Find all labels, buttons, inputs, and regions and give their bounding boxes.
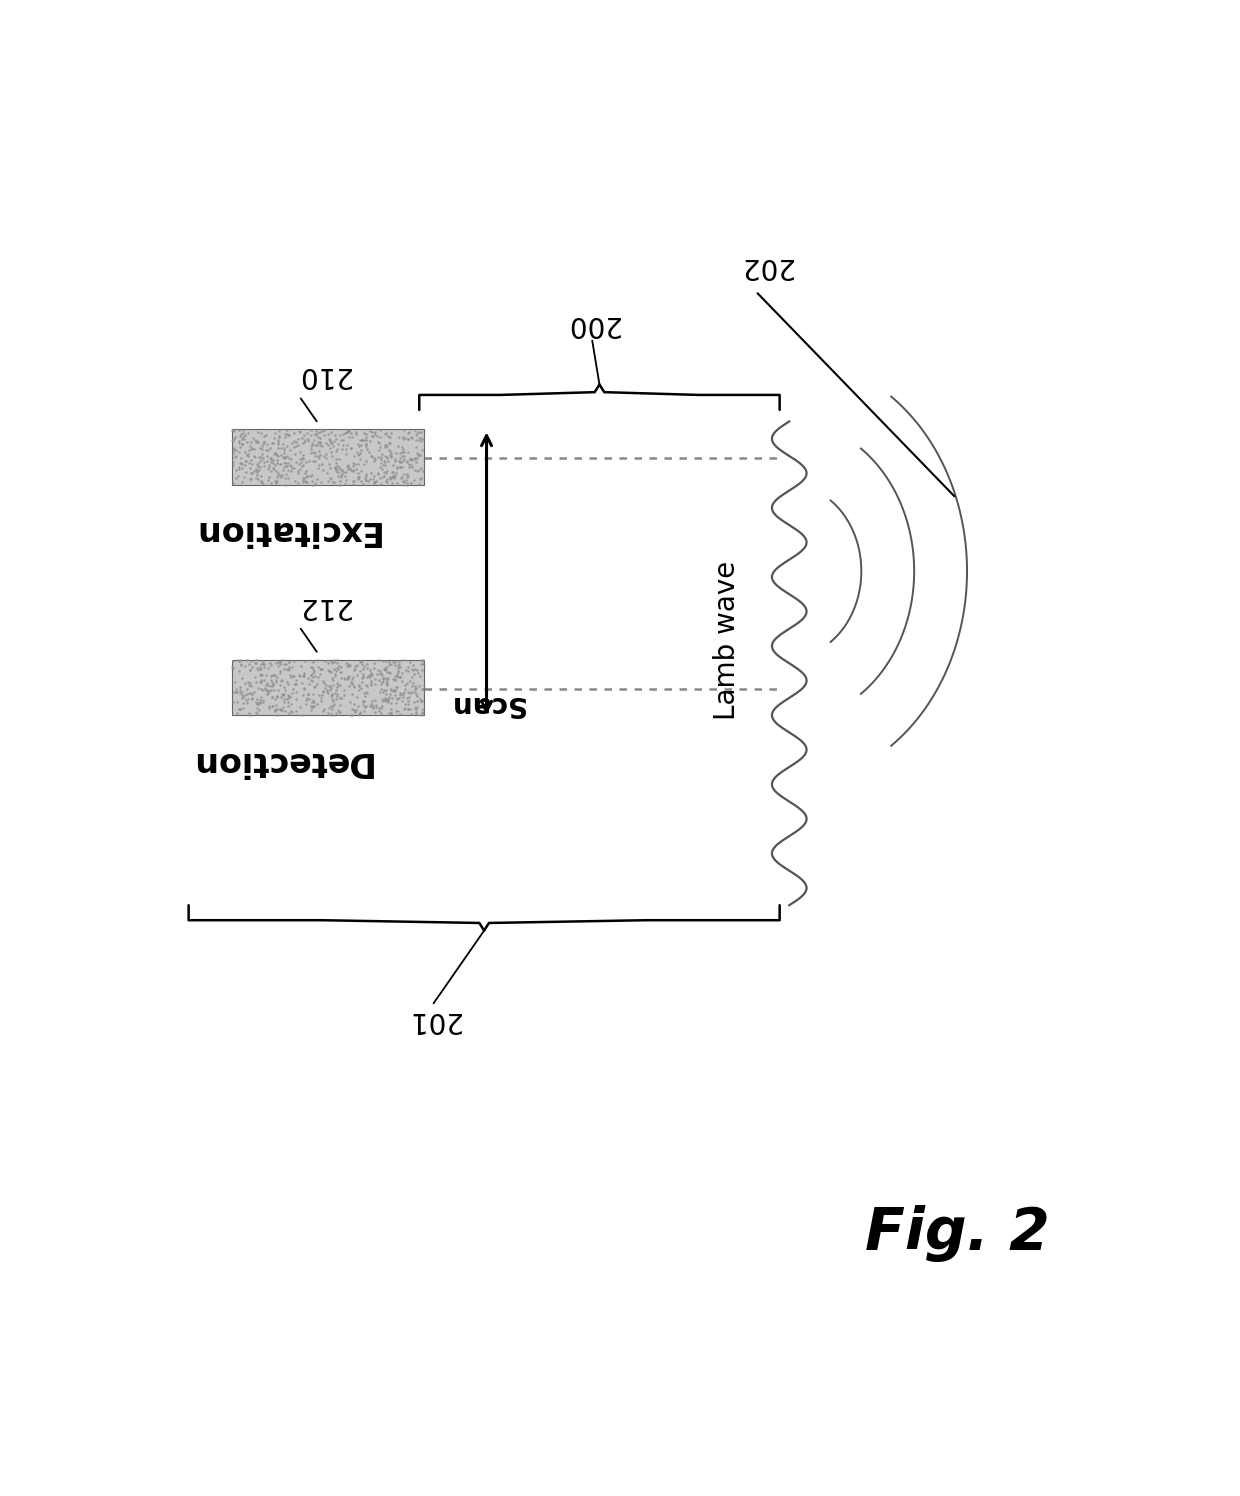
Text: 202: 202 (739, 251, 791, 280)
Text: Lamb wave: Lamb wave (713, 561, 740, 720)
Text: 212: 212 (296, 592, 350, 619)
Text: 200: 200 (565, 310, 619, 338)
Bar (232, 660, 424, 715)
Text: Fig. 2: Fig. 2 (866, 1204, 1050, 1263)
Text: Scan: Scan (449, 690, 525, 718)
Text: 210: 210 (296, 362, 350, 389)
Text: Detection: Detection (188, 745, 371, 778)
Text: 201: 201 (407, 1007, 460, 1034)
Text: Excitation: Excitation (191, 515, 378, 548)
Bar (232, 429, 424, 485)
